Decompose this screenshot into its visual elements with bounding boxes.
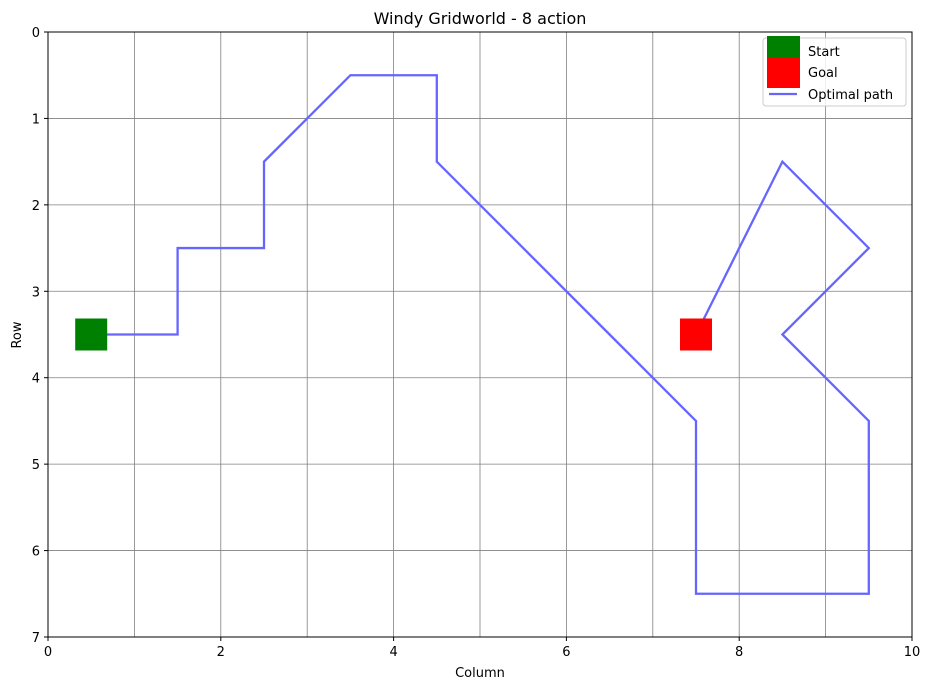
legend-start-label: Start	[808, 45, 840, 60]
x-tick-label: 0	[44, 645, 52, 660]
y-tick-label: 6	[32, 545, 40, 560]
legend: Start Goal Optimal path	[762, 36, 907, 107]
x-tick-label: 6	[562, 645, 570, 660]
markers	[75, 318, 712, 351]
start-marker	[75, 318, 108, 351]
x-tick-label: 2	[217, 645, 225, 660]
y-tick-label: 0	[32, 26, 40, 41]
y-tick-label: 5	[32, 458, 40, 473]
legend-goal-label: Goal	[808, 66, 838, 81]
plot-frame	[47, 31, 913, 638]
y-tick-label: 2	[32, 199, 40, 214]
optimal-path-line	[91, 74, 871, 595]
goal-marker	[680, 318, 712, 351]
x-tick-label: 4	[389, 645, 397, 660]
x-tick-label: 10	[904, 645, 921, 660]
series	[91, 74, 871, 595]
y-tick-label: 3	[32, 285, 40, 300]
y-tick-label: 7	[32, 631, 40, 646]
y-tick-label: 1	[32, 112, 40, 127]
chart-title: Windy Gridworld - 8 action	[374, 9, 587, 28]
x-axis-label: Column	[455, 666, 505, 681]
y-tick-label: 4	[32, 372, 40, 387]
x-tick-label: 8	[735, 645, 743, 660]
ticks: 0 2 4 6 8 10 0 1 2 3 4 5 6 7	[32, 26, 921, 660]
legend-path-label: Optimal path	[808, 88, 893, 103]
y-axis-label: Row	[10, 321, 25, 348]
legend-goal-swatch	[767, 57, 800, 88]
